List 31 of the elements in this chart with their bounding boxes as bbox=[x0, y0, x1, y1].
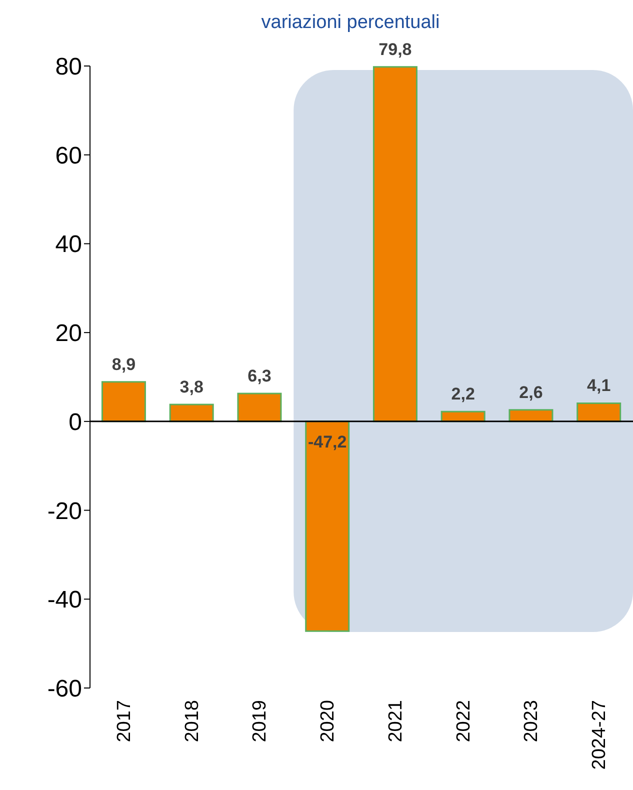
bar bbox=[576, 402, 622, 422]
x-tick-label: 2019 bbox=[250, 700, 271, 742]
bar bbox=[305, 420, 350, 632]
x-tick-label: 2023 bbox=[521, 700, 542, 742]
y-tick-label: 20 bbox=[55, 320, 82, 348]
data-label: 79,8 bbox=[378, 40, 412, 59]
data-label: 8,9 bbox=[112, 354, 136, 374]
data-label: 2,6 bbox=[519, 382, 543, 402]
data-label: -47,2 bbox=[308, 432, 347, 452]
data-label: 2,2 bbox=[451, 384, 475, 404]
x-tick-label: 2020 bbox=[318, 700, 339, 742]
data-label: 6,3 bbox=[248, 366, 272, 386]
x-tick-label: 2021 bbox=[385, 700, 406, 742]
x-tick-label: 2018 bbox=[182, 700, 203, 742]
y-tick-label: -60 bbox=[47, 676, 82, 703]
bar bbox=[237, 392, 282, 422]
y-tick-label: 0 bbox=[68, 408, 82, 436]
y-tick-label: 80 bbox=[55, 54, 82, 81]
x-tick-label: 2024-27 bbox=[589, 700, 610, 770]
y-tick-label: 40 bbox=[55, 231, 82, 258]
y-tick-label: -40 bbox=[47, 586, 82, 614]
data-label: 4,1 bbox=[587, 376, 611, 396]
data-label: 3,8 bbox=[180, 378, 204, 397]
bar bbox=[169, 404, 214, 422]
y-tick-label: -20 bbox=[47, 498, 82, 525]
y-tick-label: 60 bbox=[55, 142, 82, 170]
chart-title: variazioni percentuali bbox=[260, 11, 441, 35]
x-tick-label: 2022 bbox=[453, 700, 474, 742]
bar bbox=[372, 66, 418, 422]
bar bbox=[101, 381, 146, 422]
x-tick-label: 2017 bbox=[114, 700, 135, 742]
